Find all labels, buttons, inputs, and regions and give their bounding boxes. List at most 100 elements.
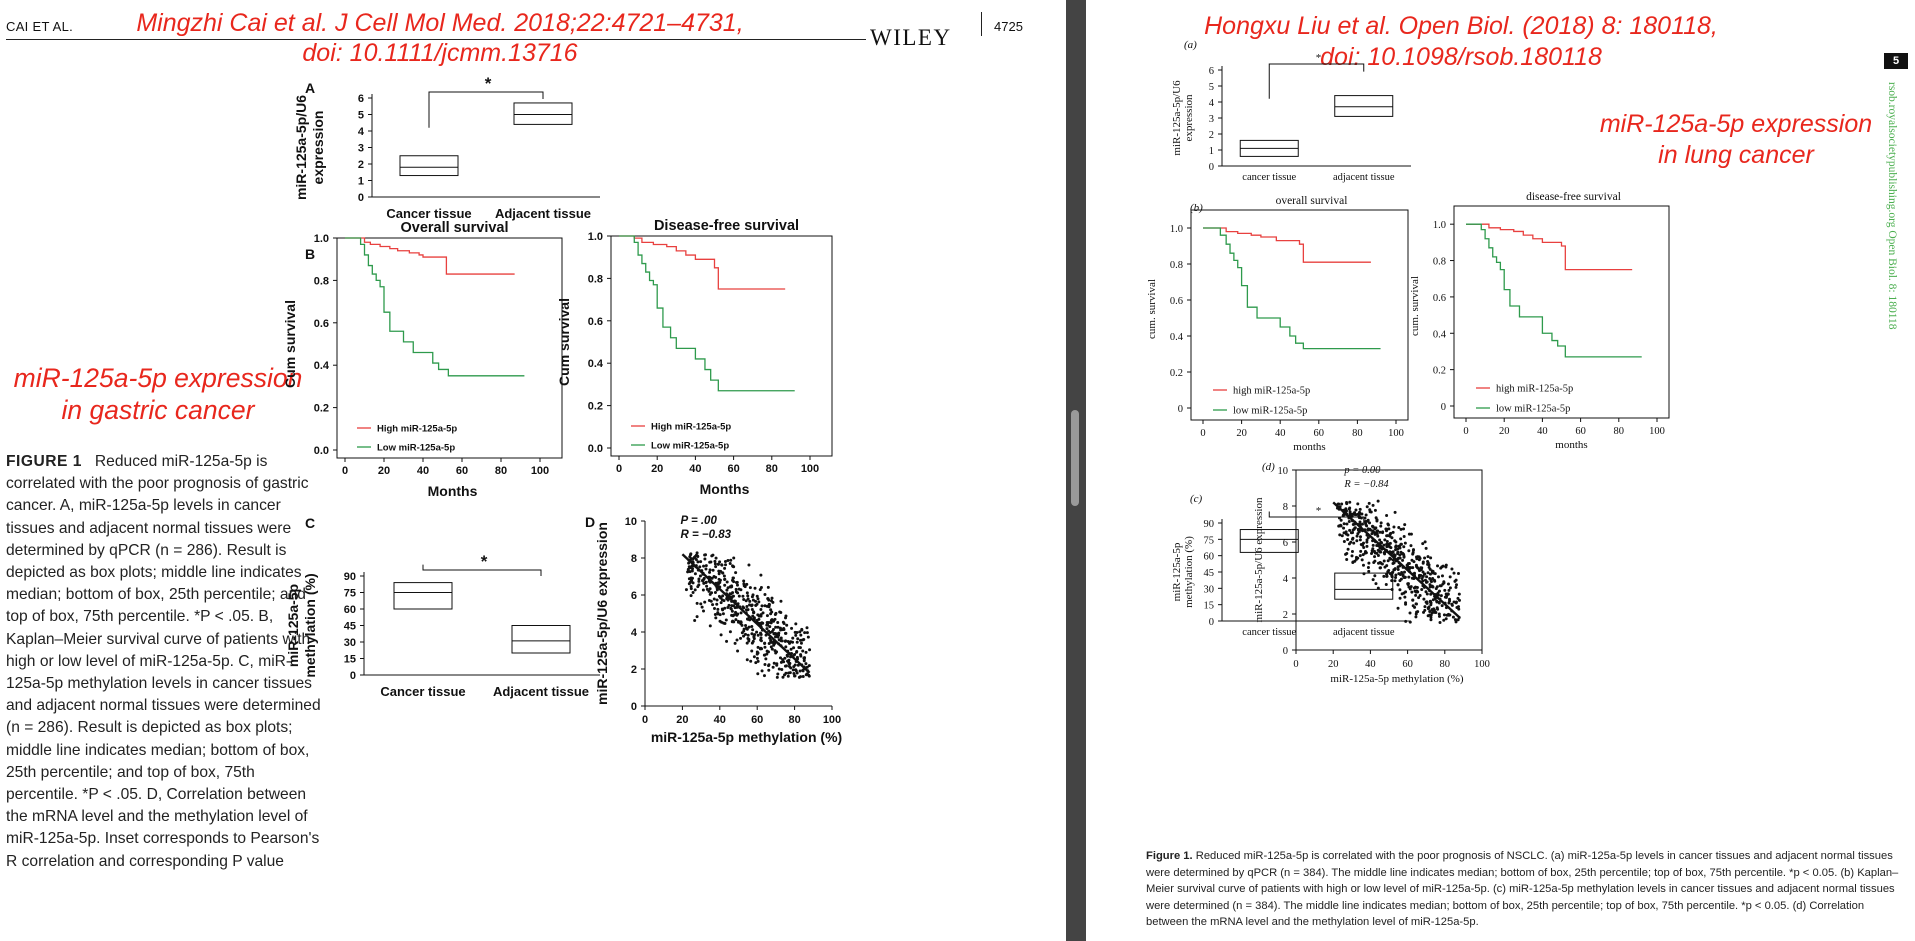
data-point <box>1372 560 1376 564</box>
topic-annotation: miR-125a-5p expression in lung cancer <box>1566 109 1906 171</box>
y-axis-label: miR-125a-5p <box>1171 542 1183 601</box>
data-point <box>806 635 810 639</box>
data-point <box>798 630 802 634</box>
data-point <box>1354 557 1358 561</box>
data-point <box>691 567 695 571</box>
data-point <box>713 559 717 563</box>
topic-line-2: in lung cancer <box>1658 141 1814 169</box>
y-tick-label: 0.4 <box>1170 332 1184 343</box>
data-point <box>1411 548 1415 552</box>
data-point <box>1431 569 1435 573</box>
data-point <box>1437 575 1441 579</box>
y-tick-label: 75 <box>344 588 356 600</box>
data-point <box>1342 522 1346 526</box>
data-point <box>1431 585 1435 589</box>
plot-frame <box>610 235 833 457</box>
data-point <box>1354 508 1358 512</box>
data-point <box>1408 611 1412 615</box>
data-point <box>776 625 780 629</box>
x-tick-label: 0 <box>1200 428 1205 439</box>
data-point <box>731 619 735 623</box>
data-point <box>779 599 783 603</box>
data-point <box>702 581 706 585</box>
data-point <box>707 589 711 593</box>
y-axis-label: miR-125a-5p <box>285 584 301 667</box>
topic-annotation: miR-125a-5p expression in gastric cancer <box>0 362 316 426</box>
data-point <box>704 567 708 571</box>
data-point <box>1374 582 1378 586</box>
data-point <box>1409 544 1413 548</box>
x-tick-label: 20 <box>1236 428 1247 439</box>
data-point <box>693 619 697 623</box>
data-point <box>757 600 761 604</box>
y-axis-label: miR-125a-5p/U6 expression <box>594 522 610 705</box>
data-point <box>1444 592 1448 596</box>
data-point <box>789 647 793 651</box>
panel-label: C <box>305 515 315 531</box>
data-point <box>707 598 711 602</box>
y-tick-label: 2 <box>1209 130 1214 141</box>
x-tick-label: 80 <box>495 465 507 477</box>
data-point <box>1423 605 1427 609</box>
x-tick-label: 100 <box>823 714 841 726</box>
category-label: Cancer tissue <box>380 684 465 699</box>
data-point <box>1425 580 1429 584</box>
data-point <box>1423 608 1427 612</box>
chart-title: Disease-free survival <box>654 218 799 234</box>
data-point <box>1404 601 1408 605</box>
data-point <box>1424 590 1428 594</box>
data-point <box>1421 574 1425 578</box>
data-point <box>1422 597 1426 601</box>
data-point <box>1376 553 1380 557</box>
data-point <box>712 597 716 601</box>
data-point <box>1356 528 1360 532</box>
data-point <box>1365 538 1369 542</box>
plot-frame <box>1453 205 1670 419</box>
data-point <box>688 580 692 584</box>
data-point <box>1367 561 1371 565</box>
data-point <box>1390 587 1394 591</box>
data-point <box>1428 572 1432 576</box>
data-point <box>1423 556 1427 560</box>
data-point <box>757 614 761 618</box>
data-point <box>723 606 727 610</box>
data-point <box>1403 595 1407 599</box>
data-point <box>1385 540 1389 544</box>
data-point <box>754 603 758 607</box>
x-axis-label: months <box>1293 441 1325 453</box>
data-point <box>1407 549 1411 553</box>
y-axis-label: Cum survival <box>556 298 572 386</box>
scrollbar-thumb[interactable] <box>1071 410 1079 506</box>
data-point <box>1417 596 1421 600</box>
data-point <box>1439 594 1443 598</box>
data-point <box>1429 556 1433 560</box>
legend-label: high miR-125a-5p <box>1233 386 1310 397</box>
topic-line-2: in gastric cancer <box>61 395 255 425</box>
data-point <box>798 669 802 673</box>
data-point <box>750 624 754 628</box>
data-point <box>755 656 759 660</box>
data-point <box>1454 601 1458 605</box>
data-point <box>795 650 799 654</box>
data-point <box>799 641 803 645</box>
box <box>393 582 453 610</box>
data-point <box>1415 590 1419 594</box>
data-point <box>784 616 788 620</box>
data-point <box>742 579 746 583</box>
data-point <box>1442 613 1446 617</box>
data-point <box>783 631 787 635</box>
data-point <box>777 667 781 671</box>
data-point <box>1361 553 1365 557</box>
data-point <box>1349 531 1353 535</box>
data-point <box>752 634 756 638</box>
y-tick-label: 0.2 <box>1433 366 1446 377</box>
citation-annotation: Hongxu Liu et al. Open Biol. (2018) 8: 1… <box>1191 11 1731 73</box>
data-point <box>698 565 702 569</box>
data-point <box>1360 512 1364 516</box>
data-point <box>708 570 712 574</box>
data-point <box>1457 605 1461 609</box>
y-tick-label: 6 <box>1283 538 1288 549</box>
regression-line <box>1332 501 1461 619</box>
header-rule <box>6 39 869 40</box>
y-tick-label: 60 <box>1204 552 1215 563</box>
